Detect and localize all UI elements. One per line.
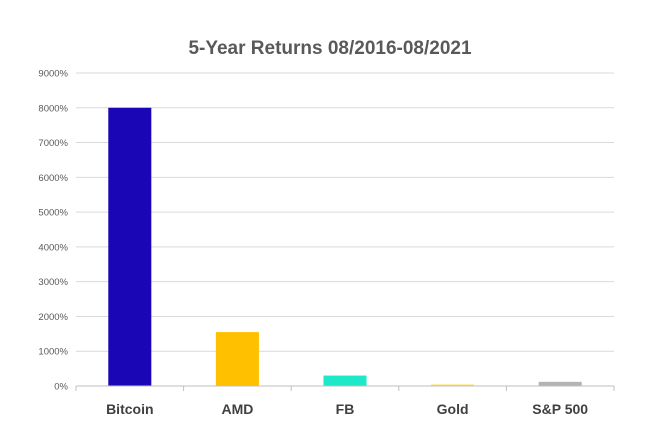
category-label: AMD	[221, 401, 253, 417]
bar-s-p-500	[538, 381, 582, 386]
y-tick-label: 2000%	[38, 312, 68, 323]
y-tick-label: 5000%	[38, 208, 68, 219]
y-axis-tick-labels: 0% 1000% 2000% 3000% 4000% 5000% 6000% 7000% 800…	[38, 69, 68, 393]
bar-amd	[215, 332, 259, 386]
bar-fb	[323, 375, 367, 386]
y-tick-label: 9000%	[38, 69, 68, 80]
y-tick-label: 1000%	[38, 347, 68, 358]
chart-title: 5-Year Returns 08/2016-08/2021	[188, 38, 472, 59]
y-tick-label: 0%	[54, 382, 68, 393]
bars	[108, 107, 582, 387]
category-label: S&P 500	[532, 401, 588, 417]
x-axis-ticks	[75, 386, 615, 391]
y-tick-label: 3000%	[38, 277, 68, 288]
y-tick-label: 6000%	[38, 173, 68, 184]
category-labels: Bitcoin AMD FB Gold S&P 500	[106, 401, 588, 417]
y-tick-label: 7000%	[38, 138, 68, 149]
gridlines	[76, 72, 614, 352]
category-label: FB	[336, 401, 355, 417]
y-tick-label: 8000%	[38, 103, 68, 114]
y-tick-label: 4000%	[38, 242, 68, 253]
category-label: Gold	[437, 401, 469, 417]
category-label: Bitcoin	[106, 401, 153, 417]
bar-bitcoin	[108, 107, 152, 387]
bar-gold	[431, 384, 475, 386]
